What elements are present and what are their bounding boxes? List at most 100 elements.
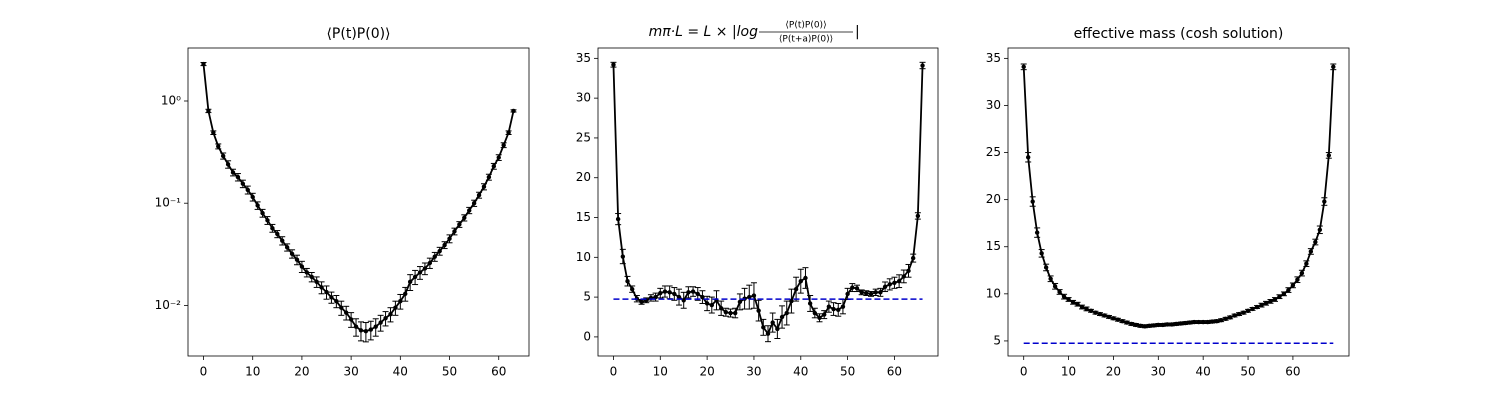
data-point — [343, 310, 349, 315]
data-point — [1250, 306, 1255, 312]
x-tick-label: 10 — [245, 365, 260, 379]
data-point — [289, 251, 295, 256]
y-tick-label: 10⁰ — [161, 93, 181, 107]
data-point — [639, 299, 644, 305]
data-point — [733, 310, 738, 316]
data-point — [850, 285, 855, 290]
data-point — [686, 290, 691, 295]
y-tick-label: 5 — [993, 333, 1001, 347]
data-point — [1214, 318, 1219, 324]
y-tick-label: 15 — [576, 210, 591, 224]
data-point — [314, 279, 319, 285]
data-point — [845, 291, 850, 297]
data-point — [1331, 64, 1336, 70]
data-point — [1187, 320, 1192, 325]
chart-title: effective mass (cosh solution) — [1074, 26, 1284, 42]
x-tick-label: 0 — [610, 365, 618, 379]
data-point — [737, 299, 743, 305]
data-point — [452, 229, 457, 234]
data-point — [476, 192, 482, 198]
y-tick-label: 5 — [583, 290, 591, 304]
data-point — [1245, 308, 1251, 313]
data-point — [260, 210, 265, 216]
data-point — [751, 293, 757, 298]
data-point — [770, 320, 775, 325]
data-point — [265, 218, 270, 223]
data-point — [216, 144, 221, 149]
data-point — [235, 174, 241, 180]
data-point — [1120, 318, 1125, 324]
data-point — [1151, 323, 1157, 328]
data-point — [1308, 249, 1314, 254]
data-point — [363, 328, 369, 334]
data-point — [294, 257, 300, 262]
data-point — [1052, 284, 1058, 289]
data-point — [1299, 270, 1305, 276]
data-point — [681, 298, 686, 303]
data-point — [1183, 320, 1188, 326]
data-point — [334, 298, 339, 304]
data-point — [1174, 321, 1179, 327]
data-point — [304, 270, 310, 275]
data-point — [1272, 297, 1278, 302]
data-point — [667, 290, 672, 295]
data-point — [1218, 318, 1224, 323]
data-point — [1061, 294, 1067, 299]
data-point — [672, 291, 677, 297]
data-point — [761, 325, 766, 330]
data-point — [826, 304, 832, 309]
data-point — [280, 238, 285, 243]
data-point — [501, 142, 506, 148]
data-point — [211, 130, 216, 135]
data-point — [812, 310, 818, 316]
data-point — [1048, 276, 1053, 281]
data-point — [270, 225, 275, 231]
x-tick-label: 40 — [393, 365, 408, 379]
data-point — [1021, 64, 1026, 70]
x-tick-label: 30 — [746, 365, 761, 379]
data-point — [836, 307, 841, 313]
data-point — [491, 164, 497, 169]
data-point — [765, 331, 771, 336]
x-tick-label: 30 — [1151, 365, 1166, 379]
data-point — [1223, 316, 1228, 321]
data-point — [620, 254, 626, 259]
data-point — [1156, 322, 1161, 328]
data-point — [1070, 300, 1076, 305]
data-point — [882, 284, 888, 289]
data-point — [383, 315, 388, 321]
data-point — [511, 108, 516, 114]
data-point — [704, 301, 710, 306]
data-point — [245, 187, 250, 193]
y-tick-label: 0 — [583, 329, 591, 343]
data-point — [807, 301, 813, 306]
data-point — [412, 274, 418, 280]
data-point — [723, 310, 729, 315]
data-point — [896, 278, 902, 284]
data-point — [709, 302, 715, 308]
data-point — [378, 320, 383, 325]
data-point — [284, 245, 290, 250]
data-point — [467, 208, 472, 213]
data-point — [1268, 299, 1273, 304]
data-point — [1057, 289, 1062, 295]
data-point — [255, 203, 260, 208]
data-point — [1079, 304, 1085, 310]
data-point — [789, 298, 794, 304]
data-point — [887, 282, 892, 287]
data-point — [873, 290, 878, 295]
data-point — [1200, 319, 1206, 325]
x-tick-label: 10 — [653, 365, 668, 379]
x-tick-label: 20 — [1106, 365, 1121, 379]
y-tick-label: 25 — [986, 145, 1001, 159]
data-point — [1277, 294, 1282, 299]
axes-frame — [597, 47, 939, 357]
chart-title-numerator: ⟨P(t)P(0)⟩ — [785, 21, 826, 31]
y-tick-label: 35 — [986, 51, 1001, 65]
y-tick-label: 10 — [576, 250, 591, 264]
chart-title: mπ·L = L × |log — [649, 24, 759, 40]
data-point — [230, 170, 236, 175]
data-point — [611, 62, 616, 67]
data-point — [250, 194, 255, 200]
data-point — [225, 162, 231, 167]
